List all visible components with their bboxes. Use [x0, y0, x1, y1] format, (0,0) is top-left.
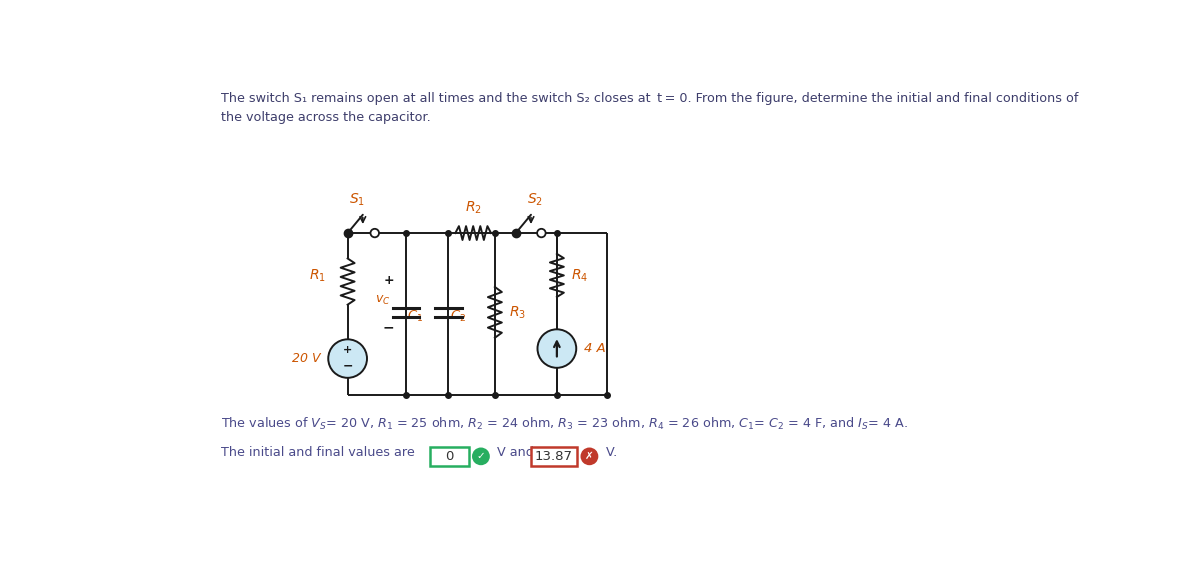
Text: the voltage across the capacitor.: the voltage across the capacitor. — [221, 112, 431, 125]
Text: 0: 0 — [445, 450, 454, 463]
Circle shape — [538, 329, 576, 368]
Text: $S_1$: $S_1$ — [349, 192, 365, 208]
FancyBboxPatch shape — [530, 447, 577, 465]
Text: 20 V: 20 V — [292, 352, 320, 365]
Text: $R_1$: $R_1$ — [310, 267, 326, 283]
Text: $S_2$: $S_2$ — [527, 192, 542, 208]
Text: The values of $V_S$= 20 V, $R_1$ = 25 ohm, $R_2$ = 24 ohm, $R_3$ = 23 ohm, $R_4$: The values of $V_S$= 20 V, $R_1$ = 25 oh… — [221, 415, 908, 432]
Circle shape — [581, 447, 599, 465]
Text: +: + — [383, 274, 394, 287]
Text: V.: V. — [602, 446, 617, 459]
Text: −: − — [383, 321, 395, 335]
Text: V and: V and — [493, 446, 539, 459]
Text: $R_4$: $R_4$ — [571, 267, 588, 283]
Text: $R_2$: $R_2$ — [464, 200, 481, 216]
Text: $C_2$: $C_2$ — [450, 308, 466, 324]
Text: $v_C$: $v_C$ — [374, 294, 390, 307]
Text: 13.87: 13.87 — [535, 450, 572, 463]
Circle shape — [329, 339, 367, 378]
Circle shape — [538, 229, 546, 237]
Text: +: + — [343, 345, 353, 355]
Text: ✗: ✗ — [586, 451, 594, 460]
Circle shape — [472, 447, 490, 465]
Text: −: − — [342, 360, 353, 373]
Text: $C_1$: $C_1$ — [407, 308, 424, 324]
Text: The initial and final values are: The initial and final values are — [221, 446, 415, 459]
FancyBboxPatch shape — [430, 447, 468, 465]
Text: The switch S₁ remains open at all times and the switch S₂ closes at  t = 0. From: The switch S₁ remains open at all times … — [221, 92, 1079, 105]
Text: $R_3$: $R_3$ — [509, 304, 526, 320]
Text: ✓: ✓ — [476, 451, 485, 460]
Text: 4 A: 4 A — [584, 342, 606, 355]
Circle shape — [371, 229, 379, 237]
